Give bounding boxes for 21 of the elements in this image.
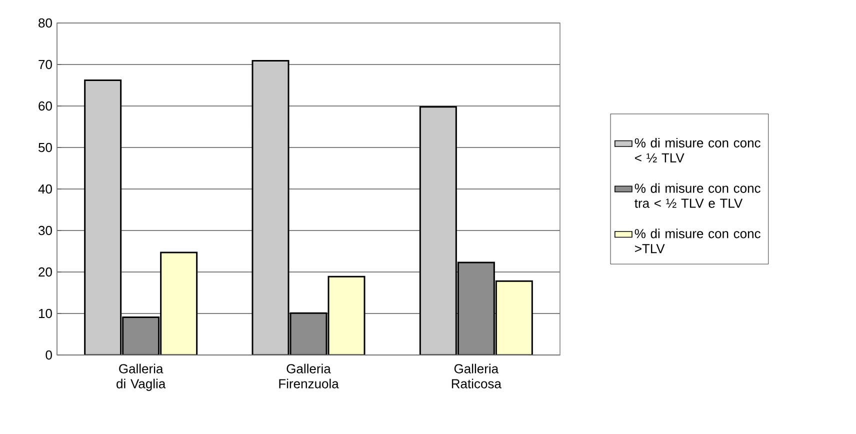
y-tick-label: 0 [46,350,52,360]
y-tick-label: 20 [38,267,52,277]
y-tick-label: 30 [38,226,52,236]
y-tick-label: 60 [38,101,52,111]
bar [160,252,198,355]
x-tick-label: Galleria Raticosa [452,364,502,388]
bar [252,60,290,355]
y-tick-label: 70 [38,60,52,70]
bar [84,80,122,355]
y-tick-label: 50 [38,142,52,152]
y-tick-label: 40 [38,184,52,194]
bar [328,276,366,355]
y-tick-label: 80 [38,18,52,28]
bar [495,280,533,355]
legend-label: % di misure con conc tra < ½ TLV e TLV [634,183,760,208]
legend-label: % di misure con conc >TLV [634,228,760,254]
x-tick-label: Galleria di Vaglia [116,364,166,391]
legend-label: % di misure con conc < ½ TLV [634,138,760,162]
y-tick-label: 10 [39,308,52,318]
bar [419,106,457,355]
x-tick-label: Galleria Firenzuola [279,364,339,388]
